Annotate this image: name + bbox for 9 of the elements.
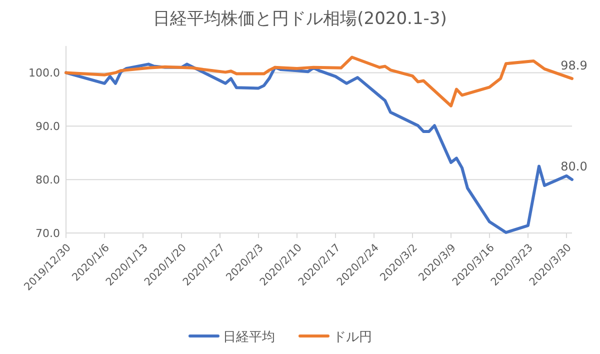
chart-title: 日経平均株価と円ドル相場(2020.1-3): [153, 9, 447, 29]
data-label: 80.0: [560, 160, 588, 174]
y-tick-label: 90.0: [36, 120, 60, 134]
y-tick-label: 70.0: [36, 227, 60, 240]
y-tick-label: 80.0: [36, 174, 60, 187]
legend-label: 日経平均: [223, 330, 275, 345]
legend-label: ドル円: [333, 330, 372, 345]
y-tick-label: 100.0: [28, 66, 60, 80]
data-label: 98.9: [560, 58, 588, 73]
